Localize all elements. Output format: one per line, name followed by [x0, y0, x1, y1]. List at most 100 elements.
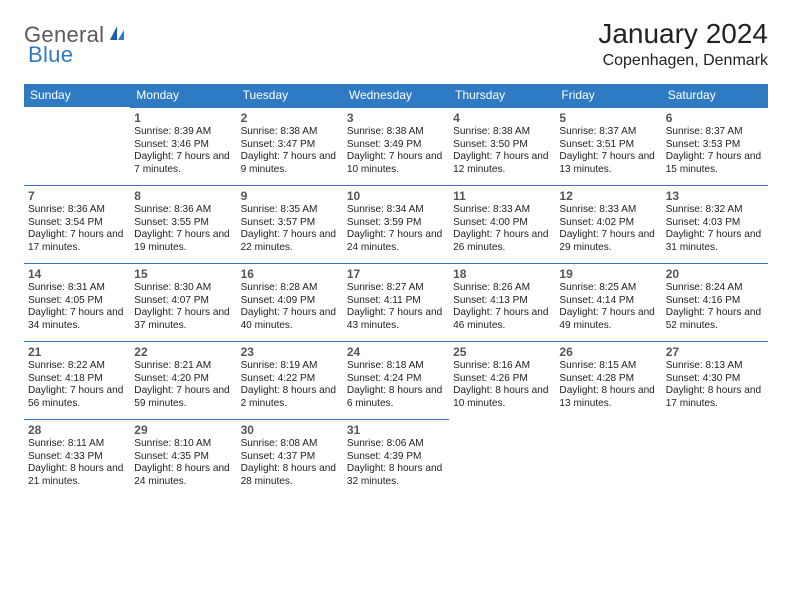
- calendar-cell: 8Sunrise: 8:36 AMSunset: 3:55 PMDaylight…: [130, 185, 236, 263]
- location: Copenhagen, Denmark: [598, 52, 768, 70]
- calendar-cell: [24, 107, 130, 185]
- sunset-text: Sunset: 4:37 PM: [241, 451, 339, 464]
- daylight-text: Daylight: 8 hours and 6 minutes.: [347, 385, 445, 410]
- sunset-text: Sunset: 4:18 PM: [28, 373, 126, 386]
- sunset-text: Sunset: 4:11 PM: [347, 295, 445, 308]
- day-number: 26: [559, 345, 657, 359]
- calendar-cell: 21Sunrise: 8:22 AMSunset: 4:18 PMDayligh…: [24, 341, 130, 419]
- day-number: 18: [453, 267, 551, 281]
- sunrise-text: Sunrise: 8:10 AM: [134, 438, 232, 451]
- sunrise-text: Sunrise: 8:36 AM: [28, 204, 126, 217]
- day-number: 1: [134, 111, 232, 125]
- day-cell: 10Sunrise: 8:34 AMSunset: 3:59 PMDayligh…: [343, 185, 449, 263]
- calendar-cell: 22Sunrise: 8:21 AMSunset: 4:20 PMDayligh…: [130, 341, 236, 419]
- calendar-cell: 7Sunrise: 8:36 AMSunset: 3:54 PMDaylight…: [24, 185, 130, 263]
- calendar-cell: 31Sunrise: 8:06 AMSunset: 4:39 PMDayligh…: [343, 419, 449, 497]
- sunset-text: Sunset: 3:46 PM: [134, 139, 232, 152]
- sunrise-text: Sunrise: 8:33 AM: [559, 204, 657, 217]
- calendar-cell: 26Sunrise: 8:15 AMSunset: 4:28 PMDayligh…: [555, 341, 661, 419]
- daylight-text: Daylight: 8 hours and 32 minutes.: [347, 463, 445, 488]
- calendar-table: Sunday Monday Tuesday Wednesday Thursday…: [24, 84, 768, 497]
- day-cell: 23Sunrise: 8:19 AMSunset: 4:22 PMDayligh…: [237, 341, 343, 419]
- sunrise-text: Sunrise: 8:15 AM: [559, 360, 657, 373]
- daylight-text: Daylight: 7 hours and 46 minutes.: [453, 307, 551, 332]
- day-header: Sunday: [24, 84, 130, 107]
- calendar-cell: 17Sunrise: 8:27 AMSunset: 4:11 PMDayligh…: [343, 263, 449, 341]
- sunset-text: Sunset: 4:14 PM: [559, 295, 657, 308]
- day-number: 3: [347, 111, 445, 125]
- day-number: 5: [559, 111, 657, 125]
- day-cell: 30Sunrise: 8:08 AMSunset: 4:37 PMDayligh…: [237, 419, 343, 497]
- daylight-text: Daylight: 7 hours and 10 minutes.: [347, 151, 445, 176]
- sunrise-text: Sunrise: 8:28 AM: [241, 282, 339, 295]
- calendar-cell: 1Sunrise: 8:39 AMSunset: 3:46 PMDaylight…: [130, 107, 236, 185]
- day-cell: 15Sunrise: 8:30 AMSunset: 4:07 PMDayligh…: [130, 263, 236, 341]
- daylight-text: Daylight: 7 hours and 9 minutes.: [241, 151, 339, 176]
- daylight-text: Daylight: 7 hours and 37 minutes.: [134, 307, 232, 332]
- day-number: 6: [666, 111, 764, 125]
- day-number: 21: [28, 345, 126, 359]
- daylight-text: Daylight: 7 hours and 26 minutes.: [453, 229, 551, 254]
- sunrise-text: Sunrise: 8:37 AM: [666, 126, 764, 139]
- sunrise-text: Sunrise: 8:16 AM: [453, 360, 551, 373]
- calendar-cell: 29Sunrise: 8:10 AMSunset: 4:35 PMDayligh…: [130, 419, 236, 497]
- day-cell: 6Sunrise: 8:37 AMSunset: 3:53 PMDaylight…: [662, 107, 768, 185]
- day-cell: 25Sunrise: 8:16 AMSunset: 4:26 PMDayligh…: [449, 341, 555, 419]
- calendar-cell: 14Sunrise: 8:31 AMSunset: 4:05 PMDayligh…: [24, 263, 130, 341]
- day-number: 10: [347, 189, 445, 203]
- sunrise-text: Sunrise: 8:26 AM: [453, 282, 551, 295]
- day-number: 29: [134, 423, 232, 437]
- sunrise-text: Sunrise: 8:36 AM: [134, 204, 232, 217]
- sunset-text: Sunset: 4:07 PM: [134, 295, 232, 308]
- day-cell: 3Sunrise: 8:38 AMSunset: 3:49 PMDaylight…: [343, 107, 449, 185]
- daylight-text: Daylight: 7 hours and 15 minutes.: [666, 151, 764, 176]
- day-number: 20: [666, 267, 764, 281]
- sunrise-text: Sunrise: 8:38 AM: [453, 126, 551, 139]
- calendar-week-row: 21Sunrise: 8:22 AMSunset: 4:18 PMDayligh…: [24, 341, 768, 419]
- month-title: January 2024: [598, 18, 768, 50]
- sunset-text: Sunset: 3:47 PM: [241, 139, 339, 152]
- day-number: 15: [134, 267, 232, 281]
- empty-cell: [24, 107, 130, 185]
- calendar-cell: 30Sunrise: 8:08 AMSunset: 4:37 PMDayligh…: [237, 419, 343, 497]
- sunset-text: Sunset: 4:03 PM: [666, 217, 764, 230]
- daylight-text: Daylight: 7 hours and 31 minutes.: [666, 229, 764, 254]
- calendar-cell: 6Sunrise: 8:37 AMSunset: 3:53 PMDaylight…: [662, 107, 768, 185]
- day-cell: 13Sunrise: 8:32 AMSunset: 4:03 PMDayligh…: [662, 185, 768, 263]
- calendar-cell: 23Sunrise: 8:19 AMSunset: 4:22 PMDayligh…: [237, 341, 343, 419]
- day-header: Wednesday: [343, 84, 449, 107]
- calendar-week-row: 7Sunrise: 8:36 AMSunset: 3:54 PMDaylight…: [24, 185, 768, 263]
- day-header: Monday: [130, 84, 236, 107]
- sunrise-text: Sunrise: 8:39 AM: [134, 126, 232, 139]
- sunset-text: Sunset: 4:05 PM: [28, 295, 126, 308]
- daylight-text: Daylight: 7 hours and 19 minutes.: [134, 229, 232, 254]
- calendar-cell: 4Sunrise: 8:38 AMSunset: 3:50 PMDaylight…: [449, 107, 555, 185]
- sunset-text: Sunset: 4:33 PM: [28, 451, 126, 464]
- daylight-text: Daylight: 7 hours and 52 minutes.: [666, 307, 764, 332]
- sunrise-text: Sunrise: 8:24 AM: [666, 282, 764, 295]
- day-number: 24: [347, 345, 445, 359]
- daylight-text: Daylight: 7 hours and 34 minutes.: [28, 307, 126, 332]
- sunrise-text: Sunrise: 8:34 AM: [347, 204, 445, 217]
- day-number: 12: [559, 189, 657, 203]
- day-number: 30: [241, 423, 339, 437]
- day-cell: 12Sunrise: 8:33 AMSunset: 4:02 PMDayligh…: [555, 185, 661, 263]
- empty-cell: [555, 419, 661, 497]
- calendar-week-row: 14Sunrise: 8:31 AMSunset: 4:05 PMDayligh…: [24, 263, 768, 341]
- sunset-text: Sunset: 3:59 PM: [347, 217, 445, 230]
- logo-sail-icon: [108, 24, 126, 47]
- calendar-cell: 5Sunrise: 8:37 AMSunset: 3:51 PMDaylight…: [555, 107, 661, 185]
- calendar-cell: 28Sunrise: 8:11 AMSunset: 4:33 PMDayligh…: [24, 419, 130, 497]
- sunset-text: Sunset: 3:54 PM: [28, 217, 126, 230]
- day-number: 25: [453, 345, 551, 359]
- sunset-text: Sunset: 4:30 PM: [666, 373, 764, 386]
- sunrise-text: Sunrise: 8:37 AM: [559, 126, 657, 139]
- sunset-text: Sunset: 3:49 PM: [347, 139, 445, 152]
- day-cell: 8Sunrise: 8:36 AMSunset: 3:55 PMDaylight…: [130, 185, 236, 263]
- calendar-cell: [662, 419, 768, 497]
- day-cell: 20Sunrise: 8:24 AMSunset: 4:16 PMDayligh…: [662, 263, 768, 341]
- sunset-text: Sunset: 3:51 PM: [559, 139, 657, 152]
- daylight-text: Daylight: 7 hours and 56 minutes.: [28, 385, 126, 410]
- sunrise-text: Sunrise: 8:27 AM: [347, 282, 445, 295]
- sunset-text: Sunset: 4:39 PM: [347, 451, 445, 464]
